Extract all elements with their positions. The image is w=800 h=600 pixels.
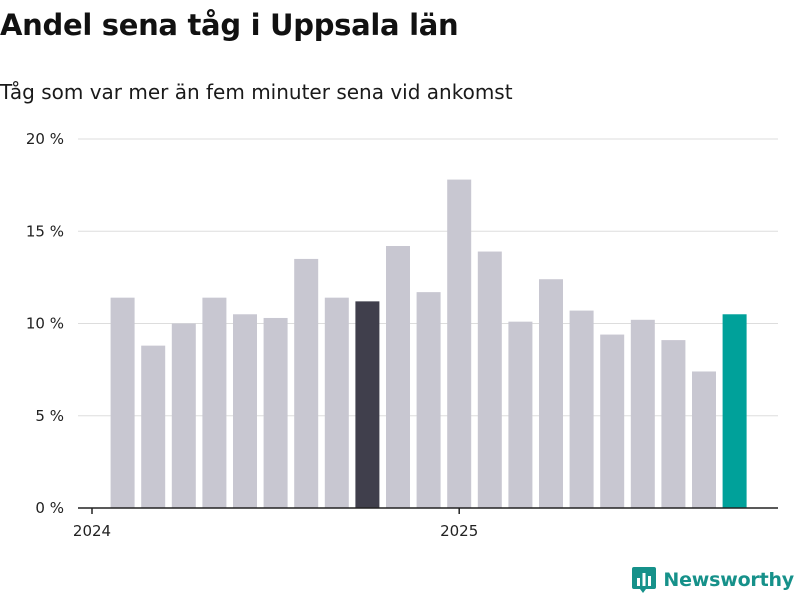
bar-2024-02[interactable]: [110, 297, 135, 508]
bar-2024-11[interactable]: [386, 246, 410, 508]
bar-2024-12[interactable]: [416, 292, 441, 508]
y-tick-label: 20 %: [26, 130, 64, 148]
bar-2024-10[interactable]: [355, 301, 380, 508]
axes: [78, 507, 778, 514]
bar-2025-06[interactable]: [600, 334, 625, 508]
bar-2024-08[interactable]: [294, 258, 319, 508]
newsworthy-logo[interactable]: Newsworthy: [631, 566, 794, 594]
bar-2025-10[interactable]: [722, 314, 747, 508]
bar-2025-07[interactable]: [630, 319, 655, 508]
bar-2025-02[interactable]: [477, 251, 502, 509]
tick-labels: 0 % 5 % 10 % 15 % 20 % 2024 2025: [26, 130, 478, 540]
y-tick-label: 15 %: [26, 222, 64, 240]
bar-2025-05[interactable]: [569, 310, 594, 508]
bar-2024-07[interactable]: [263, 317, 288, 508]
bar-2024-06[interactable]: [233, 314, 257, 508]
bar-2025-09[interactable]: [692, 371, 716, 508]
y-tick-label: 0 %: [35, 499, 64, 517]
bar-2025-01[interactable]: [447, 179, 472, 508]
brand-name: Newsworthy: [663, 569, 794, 591]
chart-title: Andel sena tåg i Uppsala län: [0, 8, 459, 42]
bars: [110, 179, 747, 509]
bar-2024-09[interactable]: [324, 297, 349, 508]
x-tick-label: 2025: [440, 522, 478, 540]
bar-2025-03[interactable]: [508, 321, 533, 508]
bar-2025-08[interactable]: [661, 340, 686, 508]
chart-subtitle: Tåg som var mer än fem minuter sena vid …: [0, 80, 513, 104]
bar-2024-03[interactable]: [141, 345, 166, 508]
y-tick-label: 10 %: [26, 315, 64, 333]
y-tick-label: 5 %: [35, 407, 64, 425]
bar-2024-05[interactable]: [202, 297, 227, 508]
bar-chart: 0 % 5 % 10 % 15 % 20 % 2024 2025: [26, 130, 778, 540]
bar-2024-04[interactable]: [171, 323, 196, 509]
bar-chart-icon: [632, 567, 657, 593]
x-tick-label: 2024: [73, 522, 111, 540]
bar-2025-04[interactable]: [539, 279, 563, 508]
